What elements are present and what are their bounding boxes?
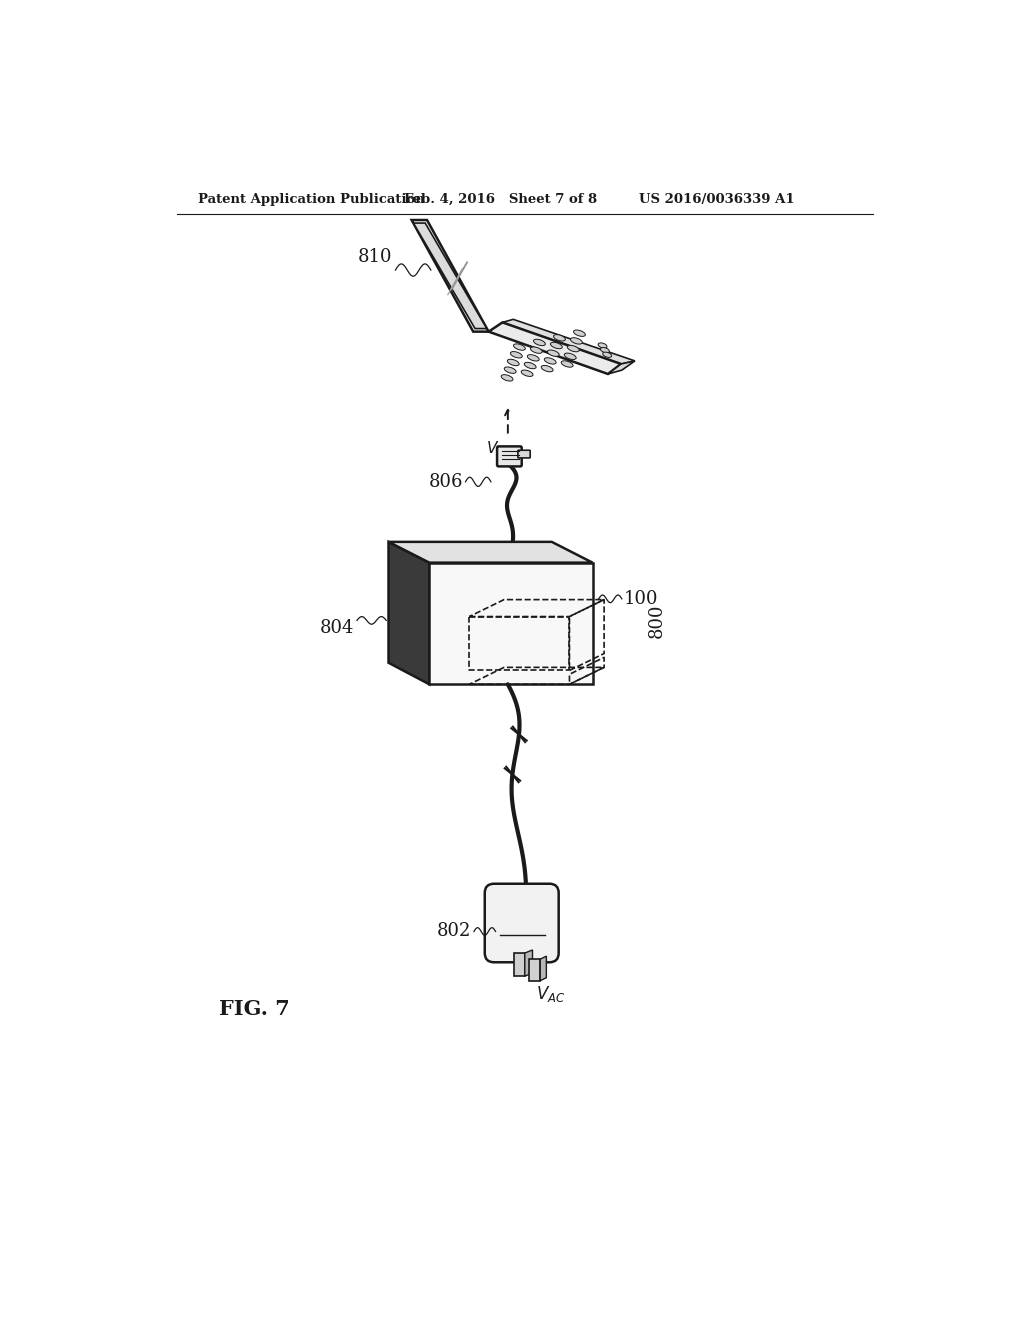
Polygon shape: [529, 960, 541, 981]
Text: 810: 810: [357, 248, 392, 265]
Ellipse shape: [545, 358, 556, 364]
Ellipse shape: [564, 352, 577, 359]
Ellipse shape: [598, 343, 607, 348]
FancyBboxPatch shape: [484, 884, 559, 962]
Ellipse shape: [567, 346, 580, 352]
Ellipse shape: [551, 342, 562, 348]
Ellipse shape: [510, 351, 522, 358]
Polygon shape: [429, 562, 593, 684]
Ellipse shape: [603, 352, 611, 358]
Text: 806: 806: [429, 473, 463, 491]
Text: Feb. 4, 2016   Sheet 7 of 8: Feb. 4, 2016 Sheet 7 of 8: [403, 193, 597, 206]
Ellipse shape: [530, 347, 543, 354]
Ellipse shape: [570, 338, 583, 345]
FancyBboxPatch shape: [497, 446, 521, 466]
Ellipse shape: [501, 375, 513, 381]
Text: US 2016/0036339 A1: US 2016/0036339 A1: [639, 193, 795, 206]
Ellipse shape: [600, 347, 609, 352]
Ellipse shape: [504, 367, 516, 374]
Ellipse shape: [554, 334, 565, 341]
FancyBboxPatch shape: [518, 450, 530, 458]
Ellipse shape: [542, 366, 553, 372]
Ellipse shape: [534, 339, 546, 346]
Polygon shape: [608, 360, 635, 374]
Polygon shape: [524, 950, 532, 977]
Text: 802: 802: [436, 923, 471, 940]
Polygon shape: [388, 543, 429, 684]
Ellipse shape: [561, 360, 573, 367]
Text: 800: 800: [648, 603, 666, 638]
Text: 804: 804: [319, 619, 354, 638]
Text: 100: 100: [624, 590, 657, 607]
Polygon shape: [388, 543, 593, 562]
Ellipse shape: [513, 343, 525, 350]
Ellipse shape: [527, 355, 540, 362]
Ellipse shape: [573, 330, 586, 337]
Polygon shape: [514, 953, 524, 977]
Polygon shape: [414, 223, 486, 329]
Polygon shape: [503, 319, 635, 364]
Polygon shape: [488, 322, 621, 374]
Ellipse shape: [548, 350, 559, 356]
Text: $\mathit{V}_{AC}$: $\mathit{V}_{AC}$: [536, 983, 565, 1003]
Text: FIG. 7: FIG. 7: [219, 999, 290, 1019]
Text: $\mathit{V}_{OUT}$: $\mathit{V}_{OUT}$: [486, 440, 522, 458]
Ellipse shape: [507, 359, 519, 366]
Polygon shape: [412, 220, 488, 331]
Ellipse shape: [521, 370, 534, 376]
Ellipse shape: [524, 362, 537, 368]
Polygon shape: [541, 956, 547, 981]
Text: Patent Application Publication: Patent Application Publication: [199, 193, 425, 206]
